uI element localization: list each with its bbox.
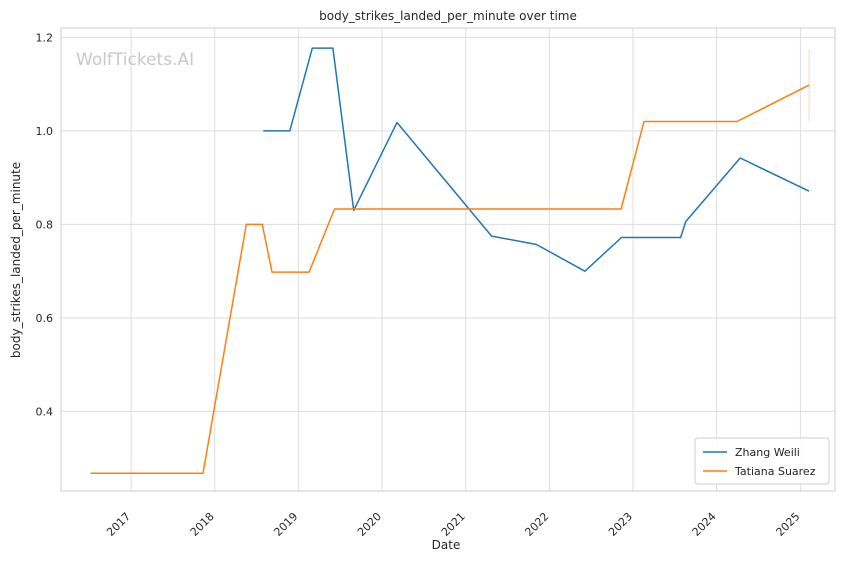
y-tick-label-3: 1.0	[36, 125, 54, 138]
series-line-tatiana-suarez	[90, 84, 810, 474]
chart-title: body_strikes_landed_per_minute over time	[319, 9, 577, 23]
y-tick-label-2: 0.8	[36, 218, 54, 231]
y-axis-title: body_strikes_landed_per_minute	[9, 162, 23, 358]
series-line-zhang-weili	[263, 47, 810, 272]
plot-area-frame	[60, 27, 836, 492]
y-tick-label-1: 0.6	[36, 312, 54, 325]
y-tick-label-0: 0.4	[36, 405, 54, 418]
series-lines	[90, 47, 810, 474]
legend-box	[694, 437, 830, 485]
legend-label-tatiana-suarez: Tatiana Suarez	[734, 465, 816, 478]
watermark-text: WolfTickets.AI	[76, 50, 194, 70]
y-tick-label-4: 1.2	[36, 31, 54, 44]
y-axis-ticks: 0.4 0.6 0.8 1.0 1.2	[36, 31, 54, 418]
legend: Zhang Weili Tatiana Suarez	[694, 437, 830, 485]
legend-label-zhang-weili: Zhang Weili	[735, 446, 800, 459]
grid-lines	[61, 28, 835, 491]
x-axis-title: Date	[432, 538, 461, 552]
